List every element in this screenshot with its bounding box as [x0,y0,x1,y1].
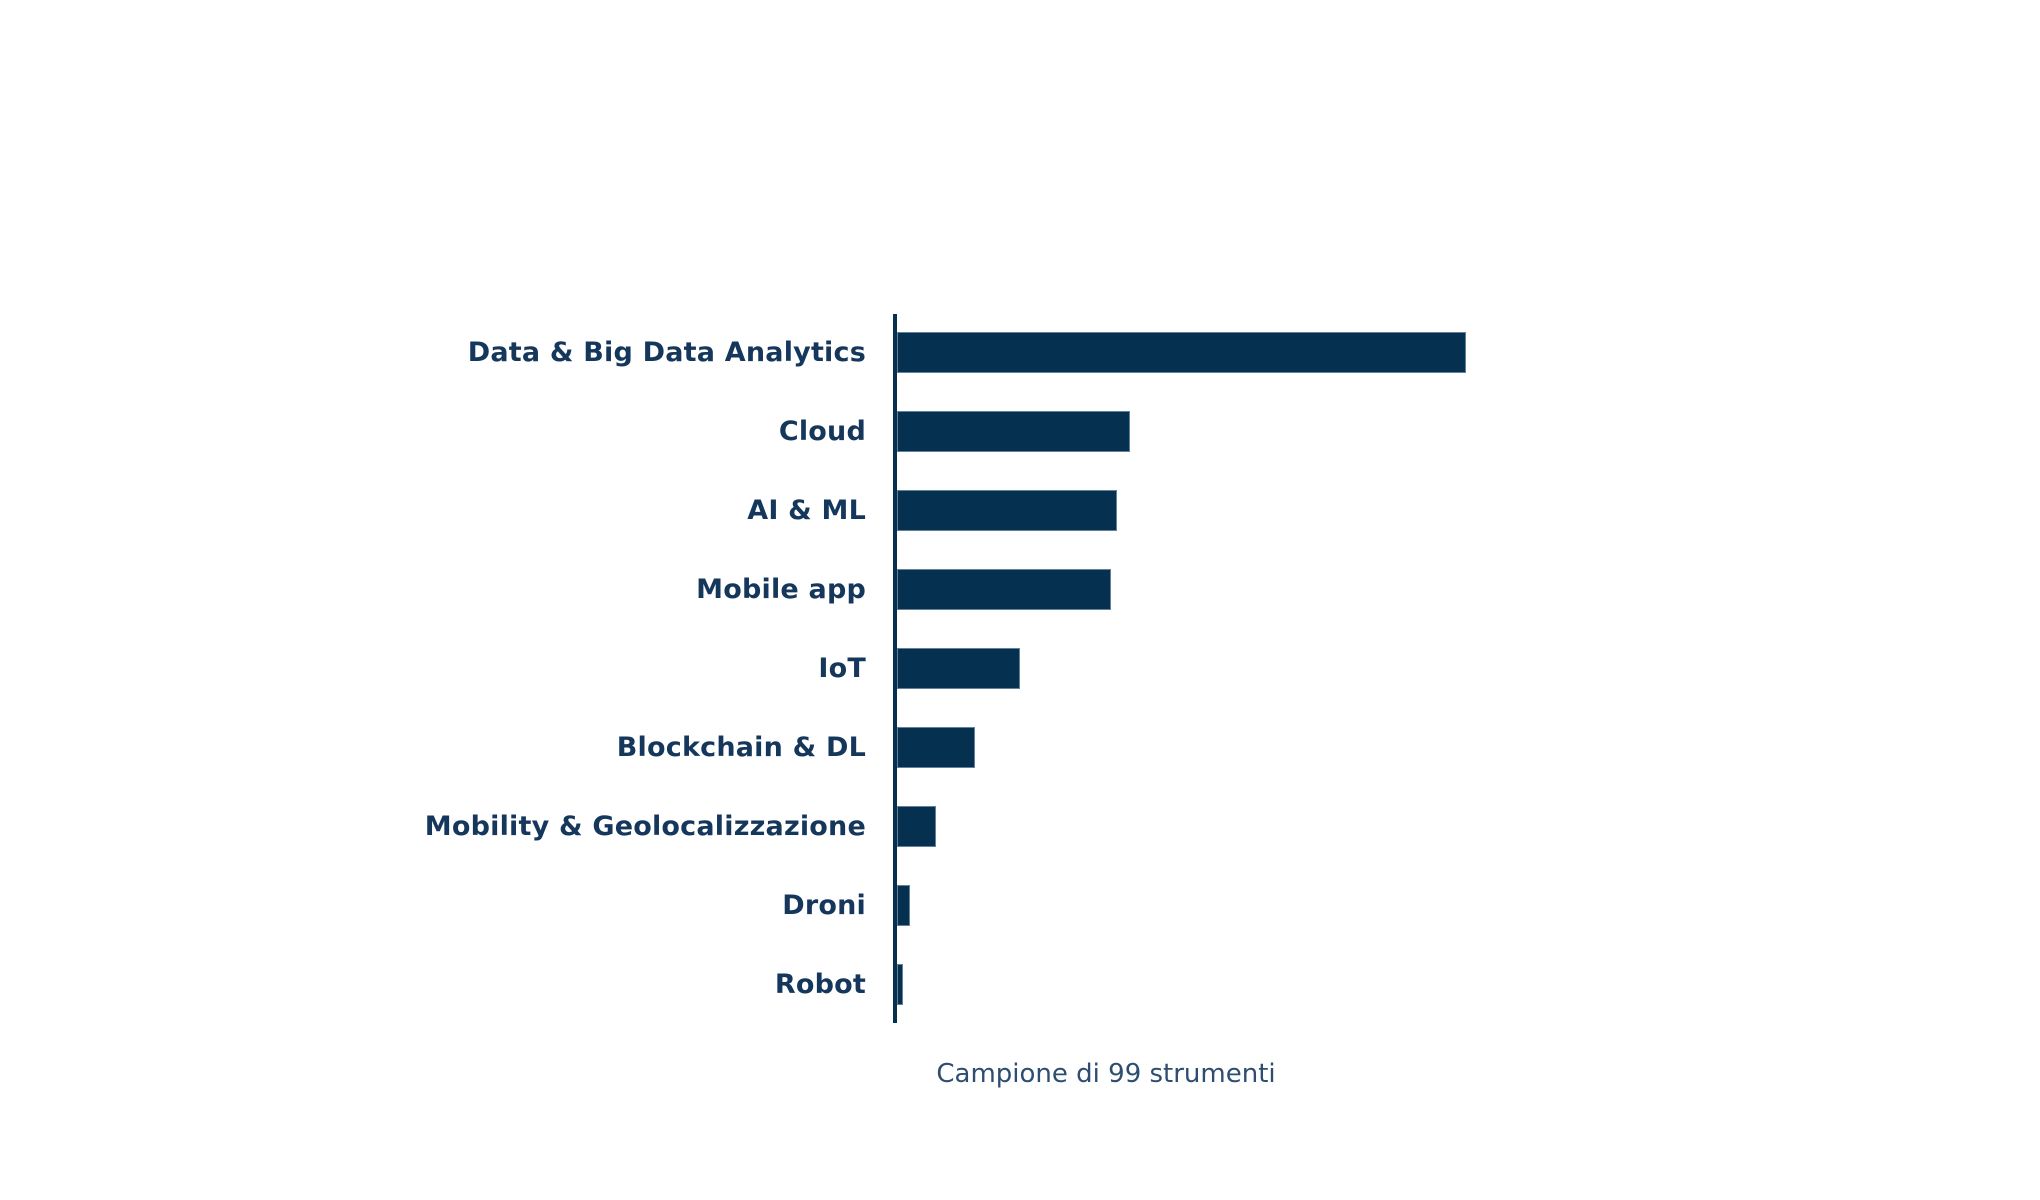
bar-row: Mobility & Geolocalizzazione [0,806,2040,847]
category-label: Robot [774,969,866,1000]
category-label: Mobility & Geolocalizzazione [424,811,866,842]
bar [897,411,1130,452]
chart-caption: Campione di 99 strumenti [936,1059,1276,1089]
bar-row: Cloud [0,411,2040,452]
bar-row: IoT [0,648,2040,689]
bar [897,648,1020,689]
bar [897,885,910,926]
category-label: IoT [818,653,866,684]
category-label: Mobile app [696,574,866,605]
bar-row: Robot [0,964,2040,1005]
bar-row: Blockchain & DL [0,727,2040,768]
bar [897,569,1111,610]
category-label: Data & Big Data Analytics [467,337,866,368]
bar [897,964,903,1005]
bar-row: Mobile app [0,569,2040,610]
category-label: Blockchain & DL [616,732,866,763]
bar-row: AI & ML [0,490,2040,531]
bar-row: Droni [0,885,2040,926]
bar [897,806,936,847]
bar [897,727,975,768]
category-label: AI & ML [747,495,866,526]
bar [897,332,1466,373]
bar [897,490,1117,531]
category-label: Cloud [778,416,866,447]
y-axis-line [893,314,897,1023]
bar-row: Data & Big Data Analytics [0,332,2040,373]
category-label: Droni [782,890,866,921]
